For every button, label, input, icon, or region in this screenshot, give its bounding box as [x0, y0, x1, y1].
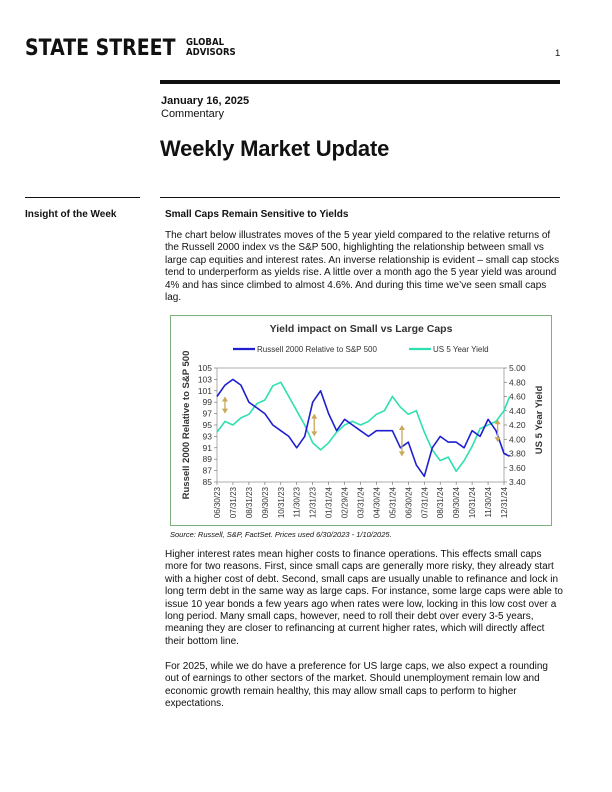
annotation-arrow-head-up — [494, 419, 501, 425]
y-tick-label-right: 3.60 — [509, 463, 526, 473]
y-tick-label-left: 101 — [198, 386, 212, 396]
chart-title: Yield impact on Small vs Large Caps — [270, 323, 453, 335]
y-tick-label-right: 4.20 — [509, 420, 526, 430]
y-tick-label-right: 4.00 — [509, 434, 526, 444]
x-tick-label: 10/31/23 — [277, 486, 286, 518]
x-tick-label: 01/31/24 — [325, 486, 334, 518]
x-tick-label: 11/30/23 — [293, 486, 302, 517]
x-tick-label: 09/30/24 — [452, 486, 461, 518]
y-tick-label-left: 99 — [203, 397, 213, 407]
x-tick-label: 03/31/24 — [357, 486, 366, 518]
annotation-arrow-head-down — [398, 451, 405, 457]
y-tick-label-right: 4.80 — [509, 377, 526, 387]
x-tick-label: 05/31/24 — [388, 486, 397, 518]
annotation-arrow-head-down — [311, 431, 318, 437]
chart-container: Yield impact on Small vs Large Caps Russ… — [170, 315, 552, 526]
chart-legend: Russell 2000 Relative to S&P 500 US 5 Ye… — [233, 345, 489, 354]
annotation-arrow-head-down — [221, 408, 228, 414]
y-tick-label-left: 95 — [203, 420, 213, 430]
x-tick-label: 09/30/23 — [261, 486, 270, 518]
y-tick-label-left: 91 — [203, 443, 213, 453]
y-tick-label-right: 3.40 — [509, 477, 526, 487]
logo-subtitle-line2: ADVISORS — [186, 47, 236, 58]
yield-chart: Yield impact on Small vs Large Caps Russ… — [181, 323, 545, 518]
header-rule — [160, 80, 560, 84]
x-tick-label: 08/31/23 — [245, 486, 254, 518]
legend-label-yield: US 5 Year Yield — [433, 345, 489, 354]
logo-wordmark: STATE STREET — [25, 36, 176, 61]
y-tick-label-left: 103 — [198, 374, 212, 384]
chart-source: Source: Russell, S&P, FactSet. Prices us… — [170, 530, 392, 539]
series-line-russell — [216, 378, 510, 478]
x-tick-label: 11/30/24 — [484, 486, 493, 517]
y-tick-label-right: 4.40 — [509, 406, 526, 416]
y-tick-label-left: 105 — [198, 363, 212, 373]
x-tick-label: 10/31/24 — [468, 486, 477, 518]
page-title: Weekly Market Update — [160, 136, 390, 161]
section-heading: Small Caps Remain Sensitive to Yields — [165, 209, 349, 220]
logo-subtitle: GLOBAL ADVISORS — [186, 38, 236, 58]
y-tick-label-left: 85 — [203, 477, 213, 487]
x-tick-label: 06/30/24 — [404, 486, 413, 518]
logo: STATE STREET GLOBAL ADVISORS — [25, 36, 236, 61]
legend-label-russell: Russell 2000 Relative to S&P 500 — [257, 345, 377, 354]
annotation-arrow-head-up — [398, 425, 405, 430]
section-rule-left — [25, 197, 140, 198]
y-tick-label-right: 4.60 — [509, 392, 526, 402]
y-axis-label-left: Russell 2000 Relative to S&P 500 — [181, 351, 192, 500]
y-tick-label-right: 3.80 — [509, 449, 526, 459]
y-tick-label-left: 89 — [203, 454, 213, 464]
paragraph-outlook: For 2025, while we do have a preference … — [165, 661, 548, 710]
y-tick-label-left: 97 — [203, 409, 213, 419]
annotation-arrow-head-down — [494, 437, 501, 443]
x-tick-label: 07/31/23 — [229, 486, 238, 518]
x-tick-label: 12/31/23 — [309, 486, 318, 518]
x-tick-label: 08/31/24 — [436, 486, 445, 518]
section-label: Insight of the Week — [25, 209, 117, 220]
x-tick-label: 04/30/24 — [372, 486, 381, 518]
y-axis-label-right: US 5 Year Yield — [534, 386, 545, 455]
document-type: Commentary — [161, 108, 224, 120]
x-tick-label: 12/31/24 — [500, 486, 509, 518]
x-tick-label: 06/30/23 — [213, 486, 222, 518]
paragraph-financing: Higher interest rates mean higher costs … — [165, 549, 563, 647]
page-number: 1 — [555, 48, 561, 59]
annotation-arrow-head-up — [311, 413, 318, 419]
x-tick-label: 07/31/24 — [420, 486, 429, 518]
y-tick-label-left: 93 — [203, 431, 213, 441]
y-tick-label-right: 5.00 — [509, 363, 526, 373]
section-rule-right — [160, 197, 560, 198]
x-tick-label: 02/29/24 — [341, 486, 350, 518]
annotation-arrow-head-up — [221, 396, 228, 402]
y-tick-label-left: 87 — [203, 466, 213, 476]
publication-date: January 16, 2025 — [161, 95, 250, 107]
paragraph-intro: The chart below illustrates moves of the… — [165, 230, 560, 304]
logo-subtitle-line1: GLOBAL — [186, 37, 225, 48]
series-line-yield — [216, 381, 511, 473]
